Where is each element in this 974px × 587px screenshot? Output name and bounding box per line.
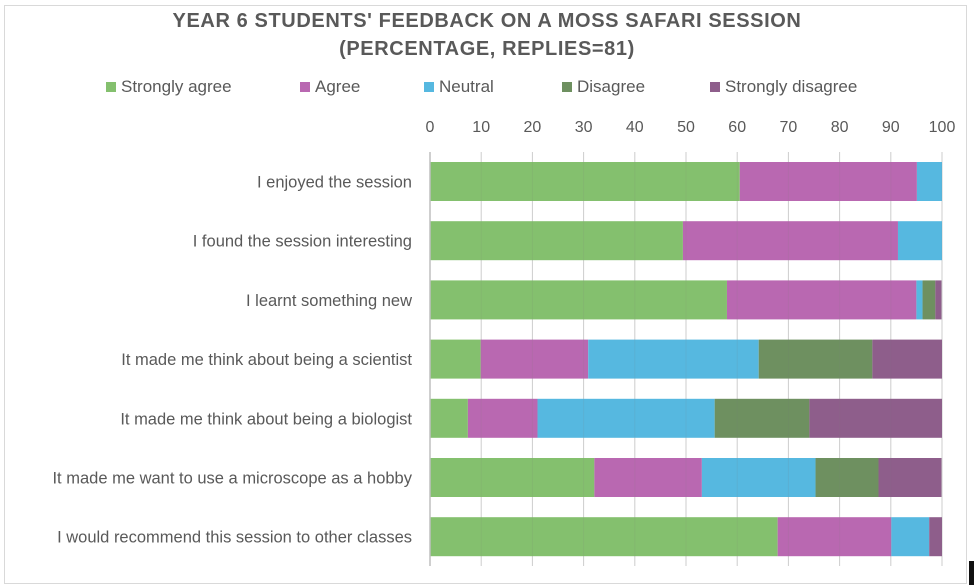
x-tick-label: 70 (780, 119, 798, 136)
x-tick-label: 20 (524, 119, 542, 136)
x-tick-label: 0 (426, 119, 435, 136)
category-label: It made me want to use a microscope as a… (52, 470, 412, 488)
legend-label: Neutral (439, 77, 494, 96)
category-label: It made me think about being a biologist (120, 410, 412, 428)
bar-segment-strongly-disagree (929, 517, 942, 557)
legend-swatch (300, 82, 310, 92)
x-tick-label: 50 (677, 119, 695, 136)
x-tick-label: 10 (472, 119, 490, 136)
bar-segment-neutral (701, 458, 816, 497)
chart-frame (4, 5, 967, 584)
bar-segment-strongly-agree (430, 458, 595, 497)
x-tick-label: 40 (626, 119, 644, 136)
bar-segment-strongly-agree (430, 398, 468, 438)
chart-title-line1: YEAR 6 STUDENTS' FEEDBACK ON A MOSS SAFA… (172, 10, 802, 32)
bar-segment-neutral (537, 398, 715, 438)
category-label: I would recommend this session to other … (57, 529, 412, 547)
legend-swatch (424, 82, 434, 92)
bar-segment-agree (467, 398, 538, 438)
bar-segment-disagree (714, 398, 810, 438)
category-label: I found the session interesting (193, 233, 412, 251)
bar-segment-agree (594, 458, 702, 497)
x-tick-label: 90 (882, 119, 900, 136)
bar-segment-strongly-agree (430, 162, 740, 201)
bar-segment-neutral (891, 517, 930, 557)
legend-swatch (562, 82, 572, 92)
bar-segment-strongly-disagree (809, 398, 942, 438)
bar-segment-disagree (815, 458, 879, 497)
bar-segment-neutral (916, 280, 923, 320)
bar-segment-strongly-disagree (935, 280, 942, 320)
legend-item: Strongly disagree (710, 77, 857, 97)
category-label: I enjoyed the session (257, 174, 412, 192)
category-label: I learnt something new (246, 292, 412, 310)
bar-segment-strongly-agree (430, 280, 727, 320)
bar-segment-neutral (897, 221, 942, 261)
bar-segment-agree (682, 221, 898, 261)
bar-segment-agree (777, 517, 892, 557)
legend-item: Agree (300, 77, 360, 97)
bar-segment-disagree (922, 280, 936, 320)
legend-swatch (710, 82, 720, 92)
bar-segment-strongly-disagree (872, 339, 942, 379)
bar-segment-neutral (916, 162, 942, 201)
legend-label: Agree (315, 77, 361, 96)
bar-segment-neutral (588, 339, 759, 379)
bar-segment-agree (726, 280, 917, 320)
bar-segment-disagree (758, 339, 873, 379)
legend-item: Neutral (424, 77, 494, 97)
legend-label: Strongly agree (121, 77, 232, 96)
legend-item: Strongly agree (106, 77, 232, 97)
bar-segment-strongly-agree (430, 517, 778, 557)
legend-label: Disagree (577, 77, 646, 96)
legend-swatch (106, 82, 116, 92)
bar-segment-strongly-agree (430, 339, 481, 379)
legend-item: Disagree (562, 77, 645, 97)
x-tick-label: 30 (575, 119, 593, 136)
category-label: It made me think about being a scientist (121, 351, 412, 369)
chart-title-line2: (PERCENTAGE, REPLIES=81) (339, 38, 635, 60)
bar-segment-strongly-agree (430, 221, 683, 261)
bar-segment-agree (739, 162, 917, 201)
x-tick-label: 100 (929, 119, 956, 136)
x-tick-label: 80 (831, 119, 849, 136)
edge-mark (969, 561, 974, 585)
bar-segment-agree (480, 339, 589, 379)
bar-segment-strongly-disagree (878, 458, 942, 497)
legend: Strongly agree Agree Neutral Disagree Strong… (0, 77, 974, 99)
legend-label: Strongly disagree (725, 77, 858, 96)
x-tick-label: 60 (728, 119, 746, 136)
